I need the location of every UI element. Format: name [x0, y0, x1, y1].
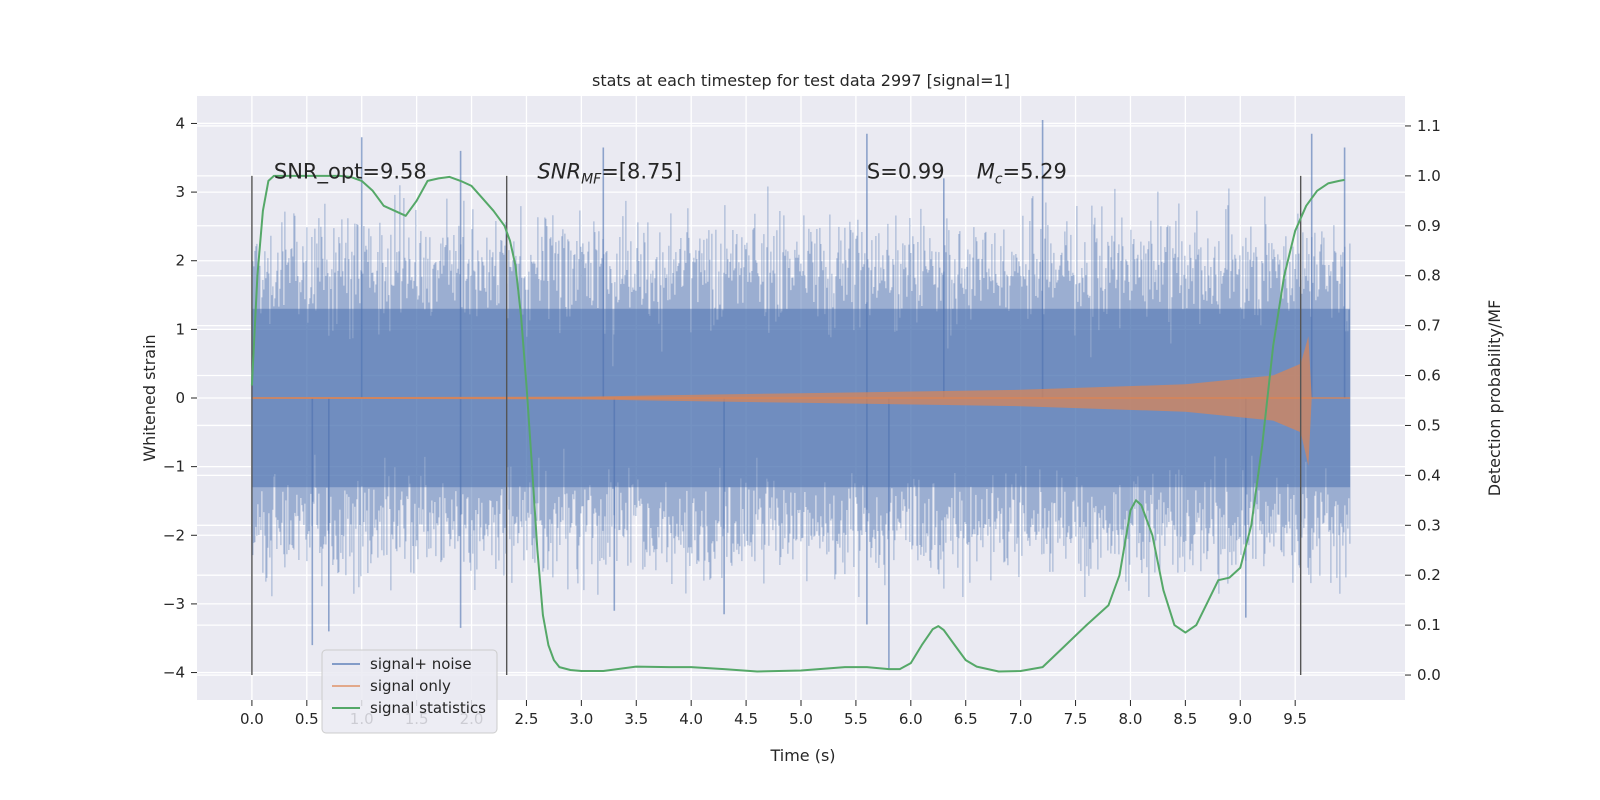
chart-title: stats at each timestep for test data 299… — [592, 71, 1010, 90]
y-right-tick-label: 1.0 — [1417, 167, 1441, 185]
series-signal-statistics — [250, 174, 1345, 673]
x-tick-label: 4.5 — [734, 710, 758, 728]
annotations: SNR_opt=9.58 SNRMF=[8.75] S=0.99 Mc=5.29 — [274, 159, 1067, 187]
y-left-tick-label: −4 — [163, 664, 185, 682]
y-right-axis-label: Detection probability/MF — [1485, 300, 1504, 497]
x-axis-label: Time (s) — [769, 746, 835, 765]
vertical-markers — [251, 175, 1302, 676]
y-right-tick-label: 0.2 — [1417, 566, 1441, 584]
x-tick-label: 7.0 — [1009, 710, 1033, 728]
annotation-2: S=0.99 — [867, 159, 945, 183]
y-left-tick-label: 2 — [175, 252, 185, 270]
x-tick-label: 6.0 — [899, 710, 923, 728]
annotation-1: SNRMF=[8.75] — [537, 159, 682, 187]
legend-box — [321, 649, 498, 734]
x-tick-label: 9.5 — [1283, 710, 1307, 728]
y-right-tick-label: 0.8 — [1417, 267, 1441, 285]
signal-envelope — [251, 336, 1312, 466]
y-left-tick-label: 1 — [175, 320, 185, 338]
x-tick-label: 0.0 — [240, 710, 264, 728]
y-left-tick-label: 3 — [175, 183, 185, 201]
legend-label-signal-statistics: signal statistics — [370, 699, 486, 717]
y-right-tick-label: 0.3 — [1417, 516, 1441, 534]
y-right-tick-label: 0.7 — [1417, 317, 1441, 335]
statistics-line — [250, 174, 1345, 673]
x-tick-label: 5.0 — [789, 710, 813, 728]
annotation-3: Mc=5.29 — [977, 159, 1067, 187]
y-left-tick-label: 0 — [175, 389, 185, 407]
y-left-tick-label: −1 — [163, 458, 185, 476]
y-right-axis-ticks: 1.1 1.0 0.9 0.8 0.7 0.6 0.5 0.4 0.3 0.2 0.1 0.0 — [1405, 117, 1441, 684]
y-right-tick-label: 1.1 — [1417, 117, 1441, 135]
strain-peaks — [311, 120, 1346, 670]
x-tick-label: 0.5 — [295, 710, 319, 728]
x-tick-label: 3.0 — [569, 710, 593, 728]
x-tick-label: 3.5 — [624, 710, 648, 728]
x-tick-label: 7.5 — [1064, 710, 1088, 728]
legend-label-signal-only: signal only — [370, 677, 451, 695]
y-right-tick-label: 0.0 — [1417, 666, 1441, 684]
y-left-axis-label: Whitened strain — [140, 334, 159, 461]
y-left-axis-ticks: 4 3 2 1 0 −1 −2 −3 −4 — [163, 114, 197, 682]
y-right-tick-label: 0.6 — [1417, 367, 1441, 385]
y-right-tick-label: 0.4 — [1417, 466, 1441, 484]
x-tick-label: 8.0 — [1119, 710, 1143, 728]
x-tick-label: 9.0 — [1228, 710, 1252, 728]
y-right-tick-label: 0.1 — [1417, 616, 1441, 634]
annotation-0: SNR_opt=9.58 — [274, 159, 427, 184]
y-left-tick-label: −3 — [163, 595, 185, 613]
y-right-tick-label: 0.9 — [1417, 217, 1441, 235]
x-tick-label: 5.5 — [844, 710, 868, 728]
x-tick-label: 4.0 — [679, 710, 703, 728]
y-left-tick-label: 4 — [175, 114, 185, 132]
series-signal-only — [251, 336, 1351, 466]
legend-label-signal-plus-noise: signal+ noise — [370, 655, 472, 673]
x-tick-label: 6.5 — [954, 710, 978, 728]
x-tick-label: 2.5 — [515, 710, 539, 728]
y-left-tick-label: −2 — [163, 526, 185, 544]
x-tick-label: 8.5 — [1173, 710, 1197, 728]
y-right-tick-label: 0.5 — [1417, 416, 1441, 434]
legend: signal+ noise signal only signal statist… — [321, 649, 498, 734]
